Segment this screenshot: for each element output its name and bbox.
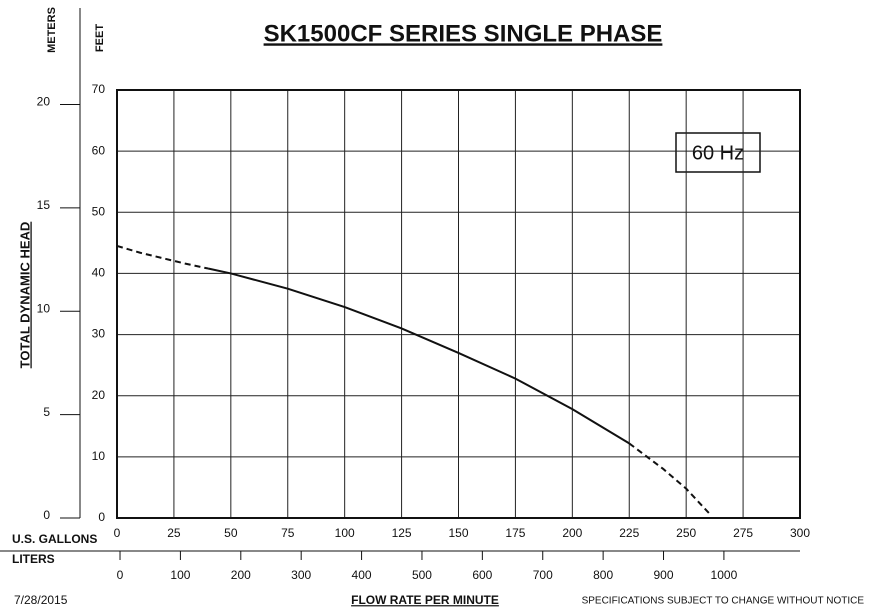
y2-tick-label: 0 (43, 508, 50, 522)
y2-tick-label: 10 (37, 301, 51, 315)
annotation-box (675, 132, 761, 173)
y-axis-label: TOTAL DYNAMIC HEAD (17, 222, 32, 369)
chart-title: SK1500CF SERIES SINGLE PHASE (264, 20, 663, 47)
x-tick-label: 200 (562, 526, 582, 540)
x-unit: U.S. GALLONS (12, 532, 97, 546)
plot-frame (116, 89, 801, 519)
y-tick-label: 30 (92, 327, 106, 341)
x-tick-label: 175 (505, 526, 525, 540)
x-tick-label: 225 (619, 526, 639, 540)
note: SPECIFICATIONS SUBJECT TO CHANGE WITHOUT… (582, 596, 865, 607)
y-tick-label: 70 (92, 82, 106, 96)
y-tick-label: 50 (92, 204, 106, 218)
y-tick-label: 60 (92, 143, 106, 157)
x2-tick-label: 200 (231, 568, 251, 582)
x-tick-label: 125 (392, 526, 412, 540)
y-tick-label: 0 (98, 510, 105, 524)
curve (207, 267, 630, 445)
x-tick-label: 150 (448, 526, 468, 540)
y2-tick-label: 5 (43, 405, 50, 419)
curve (628, 442, 710, 514)
x2-tick-label: 900 (654, 568, 674, 582)
y2-unit: METERS (46, 7, 58, 53)
y-unit: FEET (94, 24, 106, 52)
x2-tick-label: 1000 (711, 568, 738, 582)
x2-tick-label: 300 (291, 568, 311, 582)
x2-tick-label: 700 (533, 568, 553, 582)
x2-tick-label: 800 (593, 568, 613, 582)
x2-tick-label: 400 (352, 568, 372, 582)
y-tick-label: 40 (92, 266, 106, 280)
y2-tick-label: 20 (37, 95, 51, 109)
x2-tick-label: 500 (412, 568, 432, 582)
y-tick-label: 10 (92, 449, 106, 463)
date: 7/28/2015 (14, 593, 68, 607)
x-tick-label: 100 (335, 526, 355, 540)
x-axis-label: FLOW RATE PER MINUTE (351, 593, 499, 607)
curve (116, 244, 209, 270)
x2-tick-label: 0 (117, 568, 124, 582)
x-tick-label: 275 (733, 526, 753, 540)
annotation: 60 Hz (692, 142, 744, 164)
y2-tick-label: 15 (37, 198, 51, 212)
x2-unit: LITERS (12, 552, 55, 566)
x-tick-label: 250 (676, 526, 696, 540)
x2-tick-label: 600 (472, 568, 492, 582)
x2-tick-label: 100 (170, 568, 190, 582)
x-tick-label: 0 (114, 526, 121, 540)
x-tick-label: 300 (790, 526, 810, 540)
x-tick-label: 50 (224, 526, 238, 540)
x-tick-label: 75 (281, 526, 295, 540)
y-tick-label: 20 (92, 388, 106, 402)
x-tick-label: 25 (167, 526, 181, 540)
